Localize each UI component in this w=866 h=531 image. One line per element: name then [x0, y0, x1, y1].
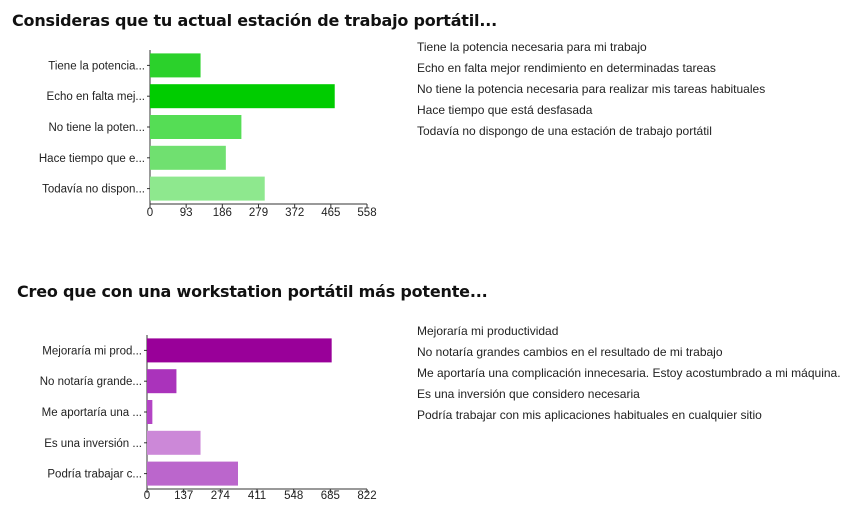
chart-1-bar-1: [150, 53, 201, 78]
chart-1-title: Consideras que tu actual estación de tra…: [12, 11, 497, 30]
chart-1-category-label-2: Echo en falta mej...: [47, 91, 145, 103]
chart-2-category-label-3: Me aportaría una ...: [42, 407, 142, 419]
chart-1-category-label-4: Hace tiempo que e...: [39, 153, 145, 165]
chart-1-x-tick-label-7: 558: [357, 207, 376, 219]
chart-1-bar-5: [150, 176, 265, 201]
chart-1-bar-3: [150, 115, 242, 139]
chart-2-x-tick-label-3: 274: [211, 490, 231, 502]
chart-1-category-label-3: No tiene la poten...: [48, 122, 145, 134]
chart-1-legend-item-5: Todavía no dispongo de una estación de t…: [417, 124, 712, 138]
chart-2-legend-item-2: No notaría grandes cambios en el resulta…: [417, 345, 723, 359]
chart-2-bar-5: [147, 461, 238, 486]
chart-1-legend-item-3: No tiene la potencia necesaria para real…: [417, 82, 766, 96]
chart-2-category-label-1: Mejoraría mi prod...: [42, 345, 142, 357]
chart-1-category-label-1: Tiene la potencia...: [48, 60, 145, 72]
chart-2-title: Creo que con una workstation portátil má…: [17, 282, 488, 301]
chart-2-category-label-5: Podría trabajar c...: [47, 469, 142, 481]
chart-2-x-tick-label-2: 137: [174, 490, 193, 502]
chart-2-bar-2: [147, 369, 177, 394]
chart-2-bar-4: [147, 430, 201, 455]
chart-2-legend-item-4: Es una inversión que considero necesaria: [417, 387, 640, 401]
chart-1-x-tick-label-4: 279: [249, 207, 268, 219]
chart-2-legend-item-3: Me aportaría una complicación innecesari…: [417, 366, 841, 380]
chart-2-x-tick-label-1: 0: [144, 490, 150, 502]
chart-1-legend-item-2: Echo en falta mejor rendimiento en deter…: [417, 61, 716, 75]
chart-2-legend-item-1: Mejoraría mi productividad: [417, 324, 559, 338]
chart-1-legend-item-1: Tiene la potencia necesaria para mi trab…: [417, 40, 647, 54]
chart-2-x-tick-label-5: 548: [284, 490, 303, 502]
chart-2-legend-item-5: Podría trabajar con mis aplicaciones hab…: [417, 408, 762, 422]
chart-1-x-tick-label-2: 93: [180, 207, 193, 219]
chart-1-bar-4: [150, 145, 226, 170]
chart-2-category-label-4: Es una inversión ...: [44, 438, 142, 450]
chart-1-x-tick-label-6: 465: [321, 207, 340, 219]
chart-1-legend-item-4: Hace tiempo que está desfasada: [417, 103, 593, 117]
chart-1-legend: Tiene la potencia necesaria para mi trab…: [417, 40, 765, 145]
chart-1-category-label-5: Todavía no dispon...: [42, 184, 145, 196]
chart-1-x-tick-label-1: 0: [147, 207, 153, 219]
chart-2-legend: Mejoraría mi productividad No notaría gra…: [417, 324, 841, 429]
chart-2-category-label-2: No notaría grande...: [40, 376, 142, 388]
chart-2-x-tick-label-4: 411: [248, 490, 266, 502]
chart-2-bar-1: [147, 338, 332, 363]
chart-2-x-tick-label-7: 822: [357, 490, 376, 502]
chart-2-bar-3: [147, 400, 153, 424]
chart-2-x-tick-label-6: 685: [321, 490, 340, 502]
chart-1-bar-2: [150, 84, 335, 109]
chart-1-x-tick-label-3: 186: [213, 207, 232, 219]
chart-1-x-tick-label-5: 372: [285, 207, 304, 219]
